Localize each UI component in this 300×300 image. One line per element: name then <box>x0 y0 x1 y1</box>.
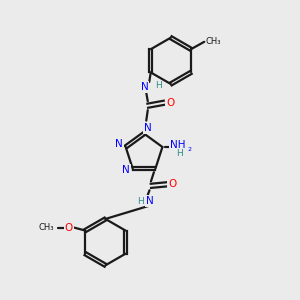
Text: 2: 2 <box>188 148 192 152</box>
Text: N: N <box>144 123 152 133</box>
Text: CH₃: CH₃ <box>205 37 220 46</box>
Text: O: O <box>166 98 174 108</box>
Text: N: N <box>122 165 130 175</box>
Text: CH₃: CH₃ <box>39 223 54 232</box>
Text: H: H <box>176 149 183 158</box>
Text: O: O <box>65 223 73 232</box>
Text: N: N <box>146 196 154 206</box>
Text: N: N <box>115 139 123 149</box>
Text: N: N <box>141 82 149 92</box>
Text: O: O <box>168 179 176 189</box>
Text: NH: NH <box>169 140 185 150</box>
Text: H: H <box>155 81 162 90</box>
Text: H: H <box>137 197 144 206</box>
